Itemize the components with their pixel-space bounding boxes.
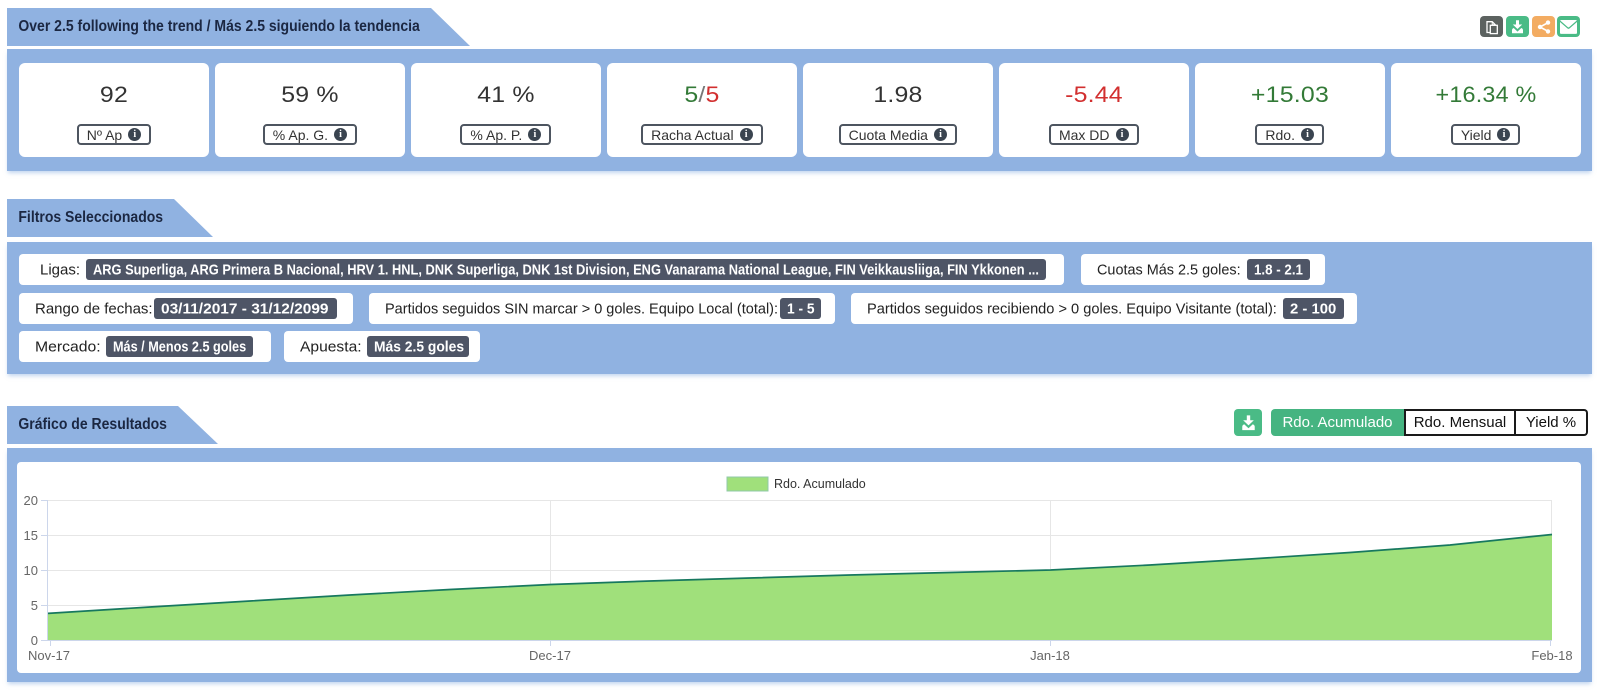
svg-text:5: 5 — [31, 598, 38, 613]
svg-text:10: 10 — [24, 563, 38, 578]
svg-text:0: 0 — [31, 633, 38, 648]
svg-text:Rdo. Acumulado: Rdo. Acumulado — [774, 477, 866, 491]
svg-text:Nov-17: Nov-17 — [28, 648, 70, 663]
svg-text:15: 15 — [24, 528, 38, 543]
svg-text:Jan-18: Jan-18 — [1030, 648, 1070, 663]
svg-text:20: 20 — [24, 493, 38, 508]
svg-text:Feb-18: Feb-18 — [1531, 648, 1572, 663]
svg-text:Dec-17: Dec-17 — [529, 648, 571, 663]
